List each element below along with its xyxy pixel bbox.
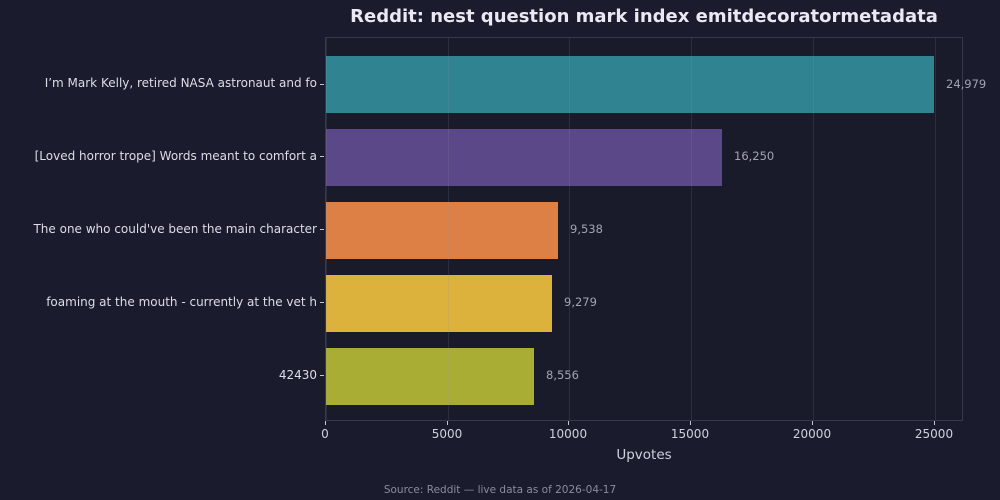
y-category-label: foaming at the mouth - currently at the …: [46, 295, 317, 309]
x-tick-label: 15000: [670, 427, 710, 441]
bar: [326, 202, 558, 259]
x-axis-tick: [812, 421, 813, 425]
x-tick-label: 5000: [431, 427, 463, 441]
gridline: [813, 38, 814, 420]
x-axis-tick: [447, 421, 448, 425]
source-note: Source: Reddit — live data as of 2026-04…: [383, 484, 617, 496]
y-axis-tick: [320, 156, 324, 157]
plot-area: [325, 37, 963, 421]
y-axis-tick: [320, 229, 324, 230]
y-category-label: 42430: [278, 368, 317, 382]
bar-value-label: 9,538: [570, 222, 603, 236]
x-tick-label: 25000: [914, 427, 954, 441]
chart-title: Reddit: nest question mark index emitdec…: [350, 6, 938, 27]
bar: [326, 129, 722, 186]
bar: [326, 275, 552, 332]
bar: [326, 348, 534, 405]
y-category-label: I’m Mark Kelly, retired NASA astronaut a…: [44, 76, 317, 90]
bar: [326, 56, 934, 113]
x-axis-tick: [325, 421, 326, 425]
x-tick-label: 0: [321, 427, 329, 441]
gridline: [691, 38, 692, 420]
gridline: [935, 38, 936, 420]
gridline: [448, 38, 449, 420]
x-axis-tick: [690, 421, 691, 425]
bar-value-label: 16,250: [734, 149, 775, 163]
y-category-label: [Loved horror trope] Words meant to comf…: [34, 149, 317, 163]
x-axis-tick: [934, 421, 935, 425]
bar-value-label: 24,979: [946, 77, 987, 91]
x-tick-label: 20000: [792, 427, 832, 441]
y-category-label: The one who could've been the main chara…: [33, 222, 317, 236]
y-axis-tick: [320, 84, 324, 85]
bar-value-label: 8,556: [546, 368, 579, 382]
x-axis-label: Upvotes: [616, 447, 672, 463]
y-axis-tick: [320, 375, 324, 376]
gridline: [569, 38, 570, 420]
y-axis-tick: [320, 302, 324, 303]
gridline: [326, 38, 327, 420]
x-axis-tick: [568, 421, 569, 425]
bar-value-label: 9,279: [564, 295, 597, 309]
x-tick-label: 10000: [548, 427, 588, 441]
